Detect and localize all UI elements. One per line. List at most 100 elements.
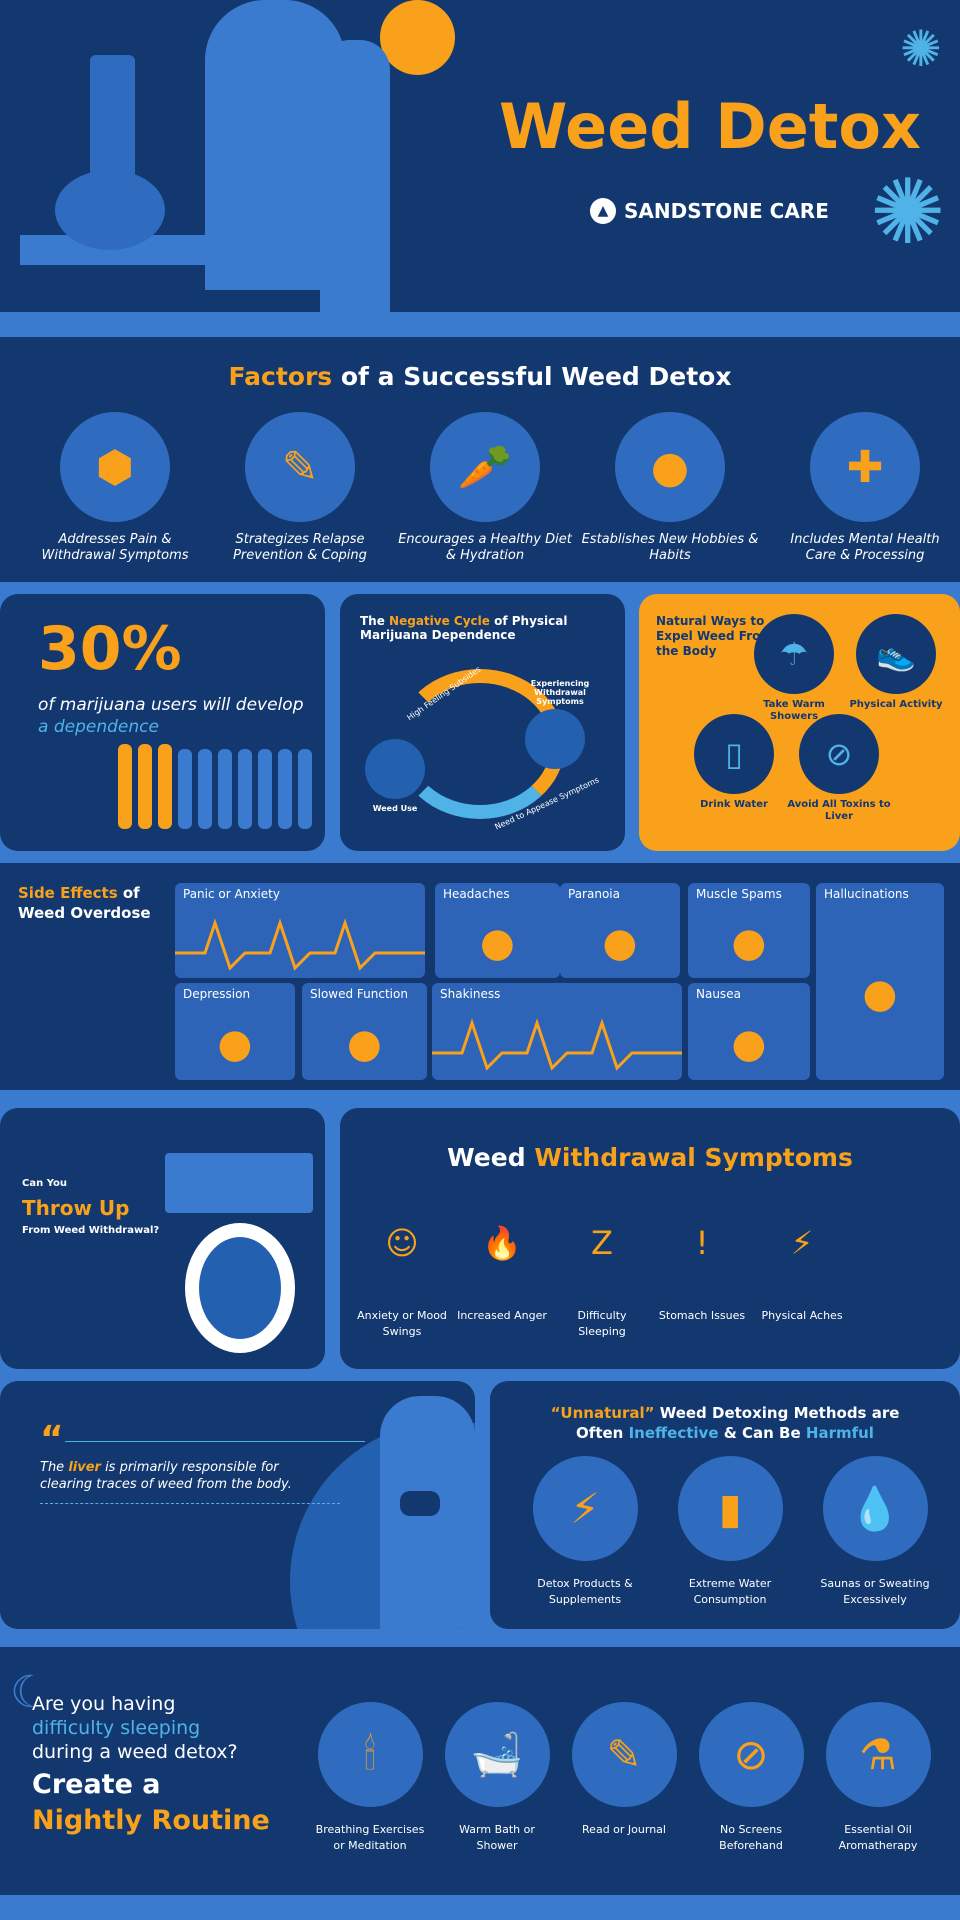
side-effect-tile: Depression ● [175,983,295,1080]
liver-icon [400,1491,440,1516]
side-effect-tile: Paranoia ● [560,883,680,978]
lightning-icon: ⚡ [790,1224,814,1262]
nightly-question: Are you having difficulty sleeping during … [32,1693,238,1763]
item-label: Physical Activity [849,699,943,710]
side-effect-label: Headaches [443,887,510,901]
masks-icon: ☺ [385,1224,419,1262]
journal-icon: ✎ [571,1702,677,1807]
item-label: Difficulty Sleeping [577,1309,627,1338]
side-effect-tile: Headaches ● [435,883,560,978]
item-label: Establishes New Hobbies & Habits [581,532,759,563]
item-label: Essential Oil Aromatherapy [838,1823,918,1852]
liver-card: “ The liver is primarily responsible for… [0,1381,475,1629]
item-label: Warm Bath or Shower [459,1823,535,1852]
unnatural-card: “Unnatural” Weed Detoxing Methods are Oft… [490,1381,960,1629]
divider [65,1441,365,1442]
throwup-highlight: Throw Up [22,1196,130,1220]
leaf-icon: ✺ [900,20,942,78]
item-label: No Screens Beforehand [719,1823,783,1852]
side-effect-tile: Slowed Function ● [302,983,427,1080]
side-effect-label: Nausea [696,987,741,1001]
side-effect-icon: ● [347,1020,382,1067]
side-effect-tile: Shakiness [432,983,682,1080]
no-alcohol-icon: ⊘ [799,714,879,794]
brand-name: SANDSTONE CARE [624,199,829,223]
nightly-cta: Create a Nightly Routine [32,1769,270,1836]
no-phone-icon: ⊘ [698,1702,804,1807]
candle-icon: 🕯 [317,1702,423,1807]
side-effect-label: Panic or Anxiety [183,887,280,901]
withdrawal-icon [525,709,585,769]
side-effect-tile: Nausea ● [688,983,810,1080]
header: Weed Detox ▲ SANDSTONE CARE ✺ ✺ [0,0,960,312]
people-illustration [118,744,312,829]
cycle-step: Weed Use [372,804,418,813]
stat-value: 30% [38,614,182,684]
side-effect-label: Paranoia [568,887,620,901]
natural-ways-card: Natural Ways to Expel Weed From the Body… [639,594,960,851]
item-label: Saunas or Sweating Excessively [820,1577,930,1606]
side-effect-icon: ● [602,919,638,966]
item-label: Avoid All Toxins to Liver [787,799,891,822]
oil-dropper-icon: ⚗ [825,1702,931,1807]
brain-plus-icon: ✚ [810,412,920,522]
throwup-line: From Weed Withdrawal? [22,1225,160,1236]
liver-quote: The liver is primarily responsible for c… [40,1460,292,1492]
item-label: Anxiety or Mood Swings [357,1309,447,1338]
factors-section: Factors of a Successful Weed Detox ⬢ Add… [0,337,960,582]
flame-icon: 🔥 [482,1224,522,1262]
item-label: Drink Water [700,799,768,810]
bong-base-illustration [55,170,165,250]
side-effect-icon: ● [217,1020,253,1067]
cycle-step: Experiencing Withdrawal Symptoms [530,679,590,706]
side-effect-label: Shakiness [440,987,501,1001]
withdrawal-title: Weed Withdrawal Symptoms [447,1143,853,1172]
cycle-title: The Negative Cycle of Physical Marijuana… [360,614,568,642]
sneaker-icon: 👟 [856,614,936,694]
side-effect-label: Slowed Function [310,987,408,1001]
withdrawal-card: Weed Withdrawal Symptoms ☺ Anxiety or Mo… [340,1108,960,1369]
supplements-icon: ⚡ [532,1456,638,1561]
pill-bag-icon: ⬢ [60,412,170,522]
item-label: Extreme Water Consumption [688,1577,772,1606]
side-effect-icon: ● [731,919,767,966]
zigzag-line-icon [175,918,425,971]
stat-card: 30% of marijuana users will develop a dep… [0,594,325,851]
section-title: Factors of a Successful Weed Detox [228,362,732,391]
side-effect-icon: ● [480,919,515,966]
item-label: Includes Mental Health Care & Processing [790,532,940,563]
divider [40,1503,340,1504]
zzz-icon: Z [591,1224,613,1262]
sports-balls-icon: ● [615,412,725,522]
shower-icon: ☂ [754,614,834,694]
stat-text: of marijuana users will develop a depende… [38,695,304,737]
item-label: Stomach Issues [658,1309,746,1322]
item-label: Strategizes Relapse Prevention & Coping [233,532,367,563]
item-label: Read or Journal [582,1823,666,1836]
toilet-tank-illustration [165,1153,313,1213]
side-effect-tile: Muscle Spams ● [688,883,810,978]
side-effect-tile: Hallucinations ● [816,883,944,1080]
notebook-pencil-icon: ✎ [245,412,355,522]
stomach-icon: ! [695,1224,709,1262]
natural-title: Natural Ways to Expel Weed From the Body [656,614,773,658]
item-label: Take Warm Showers [763,699,825,722]
throwup-line: Can You [22,1178,67,1189]
item-label: Increased Anger [457,1309,547,1322]
item-label: Addresses Pain & Withdrawal Symptoms [41,532,189,563]
side-effect-label: Depression [183,987,251,1001]
item-label: Encourages a Healthy Diet & Hydration [398,532,572,563]
water-carrot-icon: 🥕 [430,412,540,522]
side-effects-title: Side Effects of Weed Overdose [18,884,151,922]
side-effect-tile: Panic or Anxiety [175,883,425,978]
unnatural-title: “Unnatural” Weed Detoxing Methods are Oft… [550,1404,900,1442]
side-effect-label: Hallucinations [824,887,909,901]
man-illustration [320,40,390,312]
side-effect-icon: ● [862,970,898,1017]
brand-logo: ▲ SANDSTONE CARE [590,198,829,224]
water-glass-icon: ▯ [694,714,774,794]
item-label: Detox Products & Supplements [537,1577,633,1606]
item-label: Physical Aches [761,1309,843,1322]
mountain-icon: ▲ [590,198,616,224]
quote-icon: “ [40,1419,64,1460]
